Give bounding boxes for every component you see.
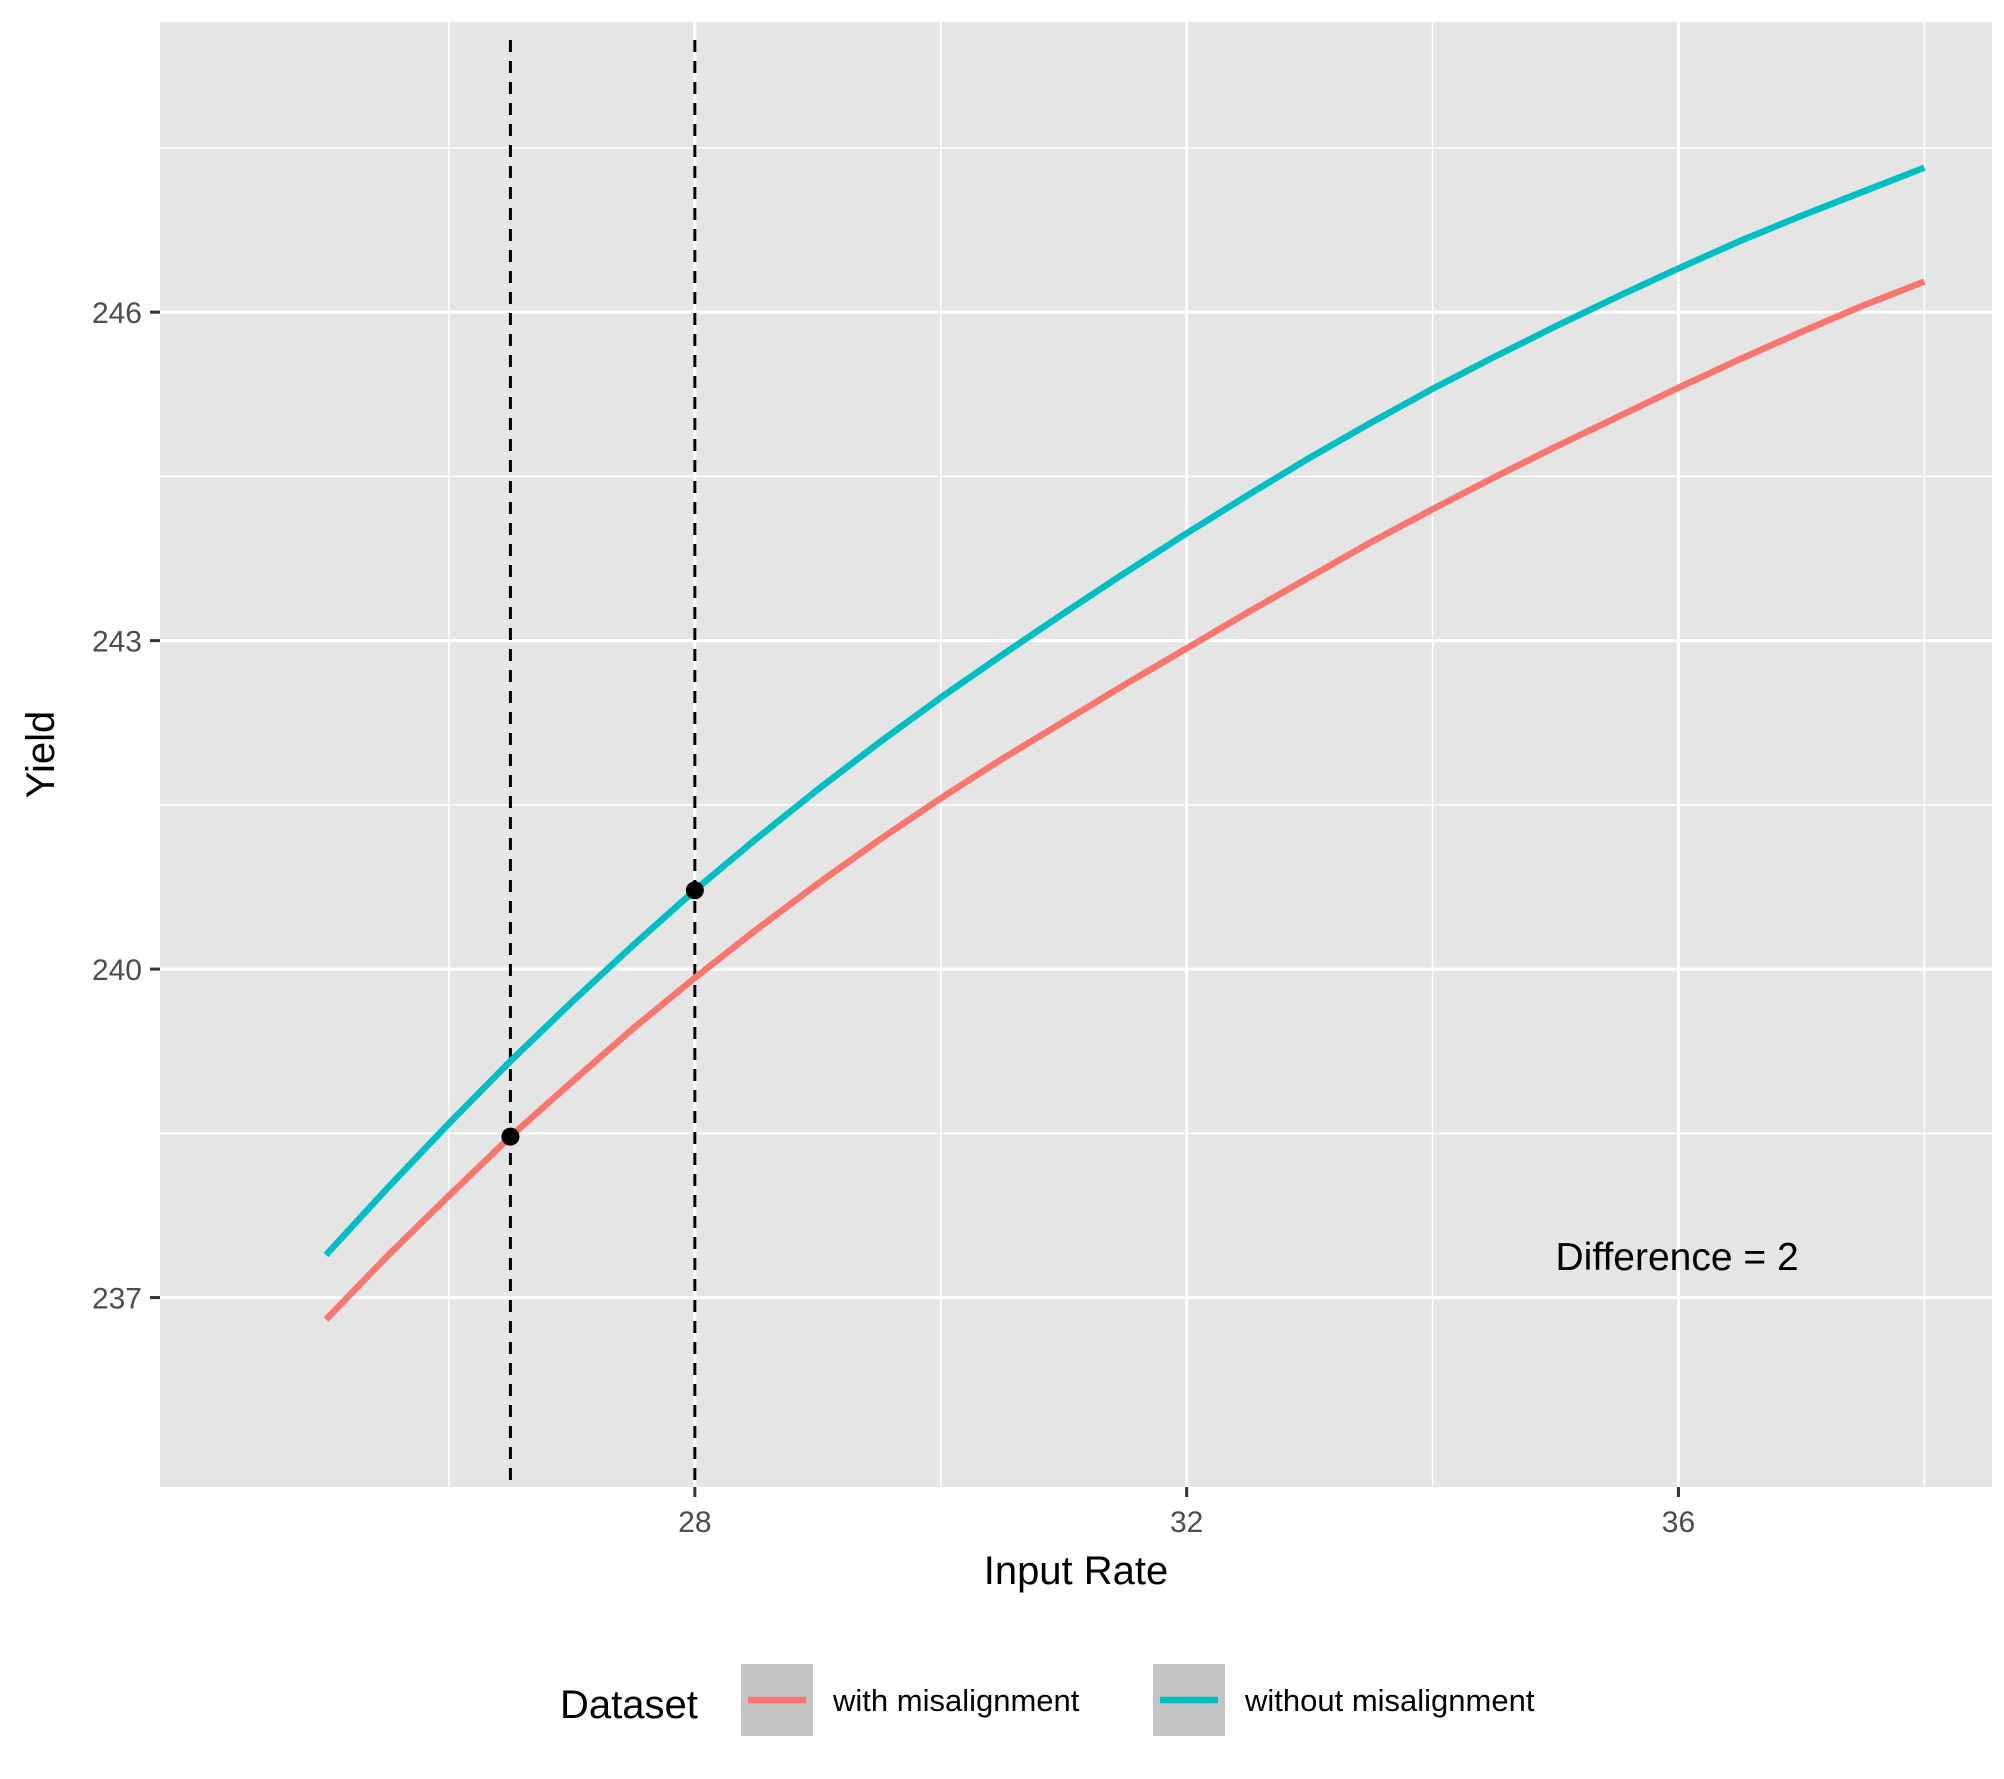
annotations: Difference = 2 [1556,1236,1799,1279]
highlight-points [501,881,704,1146]
x-tick-label: 28 [678,1506,711,1539]
axes: 28 32 36 237 240 243 246 [92,297,1695,1539]
series-line-2 [323,164,1926,1258]
y-tick-label: 243 [92,626,142,659]
series-line-1 [323,278,1926,1322]
y-tick-label: 246 [92,297,142,330]
legend-title: Dataset [560,1683,698,1727]
legend-label-2: without misalignment [1244,1683,1535,1718]
legend-label-1: with misalignment [832,1683,1080,1718]
legend: Dataset with misalignment without misalig… [560,1664,1535,1736]
highlight-point [685,881,704,900]
series-lines [323,164,1926,1322]
highlight-point [501,1127,520,1146]
y-tick-label: 237 [92,1283,142,1316]
x-axis-title: Input Rate [984,1549,1169,1593]
y-axis-title: Yield [19,711,63,798]
y-tick-label: 240 [92,954,142,987]
x-tick-label: 36 [1662,1506,1695,1539]
grid-lines [160,22,1992,1487]
annotation-text: Difference = 2 [1556,1236,1799,1279]
reference-lines [508,40,697,1487]
x-tick-label: 32 [1170,1506,1203,1539]
